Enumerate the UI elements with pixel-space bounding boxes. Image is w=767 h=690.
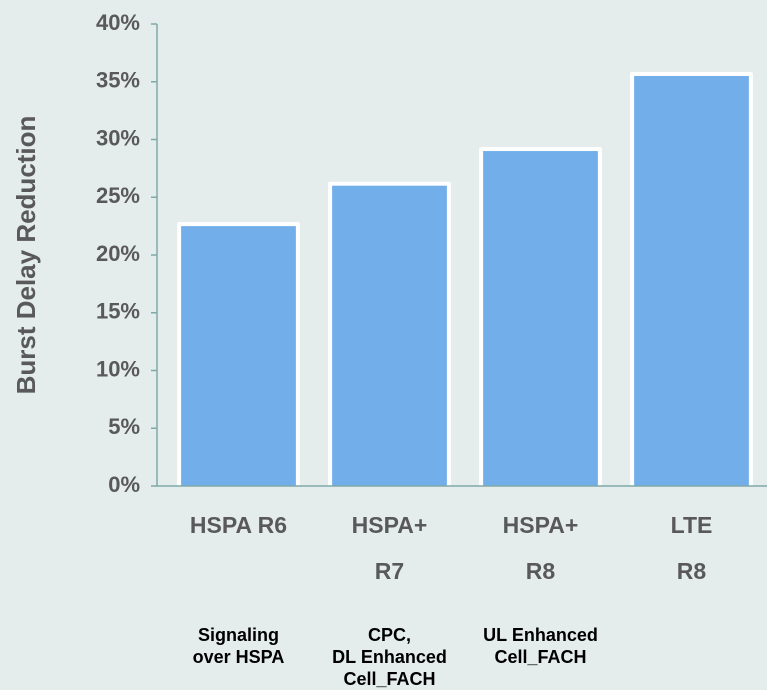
bar (332, 185, 447, 486)
category-sublabel: Signaling over HSPA (192, 625, 285, 667)
x-tick-label: HSPA+ R7 (351, 512, 428, 584)
bar (634, 75, 749, 486)
y-tick-label: 35% (96, 68, 140, 93)
x-tick-label: HSPA R6 (189, 512, 288, 538)
bar (483, 151, 598, 487)
category-sublabel: UL Enhanced Cell_FACH (483, 625, 598, 667)
y-tick-label: 30% (96, 125, 140, 150)
x-tick-label: HSPA+ R8 (502, 512, 579, 584)
category-sublabel: CPC, DL Enhanced Cell_FACH (332, 625, 447, 689)
bar (181, 226, 296, 486)
y-tick-label: 20% (96, 241, 140, 266)
y-tick-label: 15% (96, 299, 140, 324)
y-tick-label: 10% (96, 356, 140, 381)
y-axis-label: Burst Delay Reduction (11, 116, 41, 395)
y-tick-label: 25% (96, 183, 140, 208)
x-tick-label: LTE R8 (670, 512, 713, 584)
y-tick-label: 40% (96, 10, 140, 35)
y-tick-label: 0% (108, 472, 140, 497)
y-tick-label: 5% (108, 414, 140, 439)
